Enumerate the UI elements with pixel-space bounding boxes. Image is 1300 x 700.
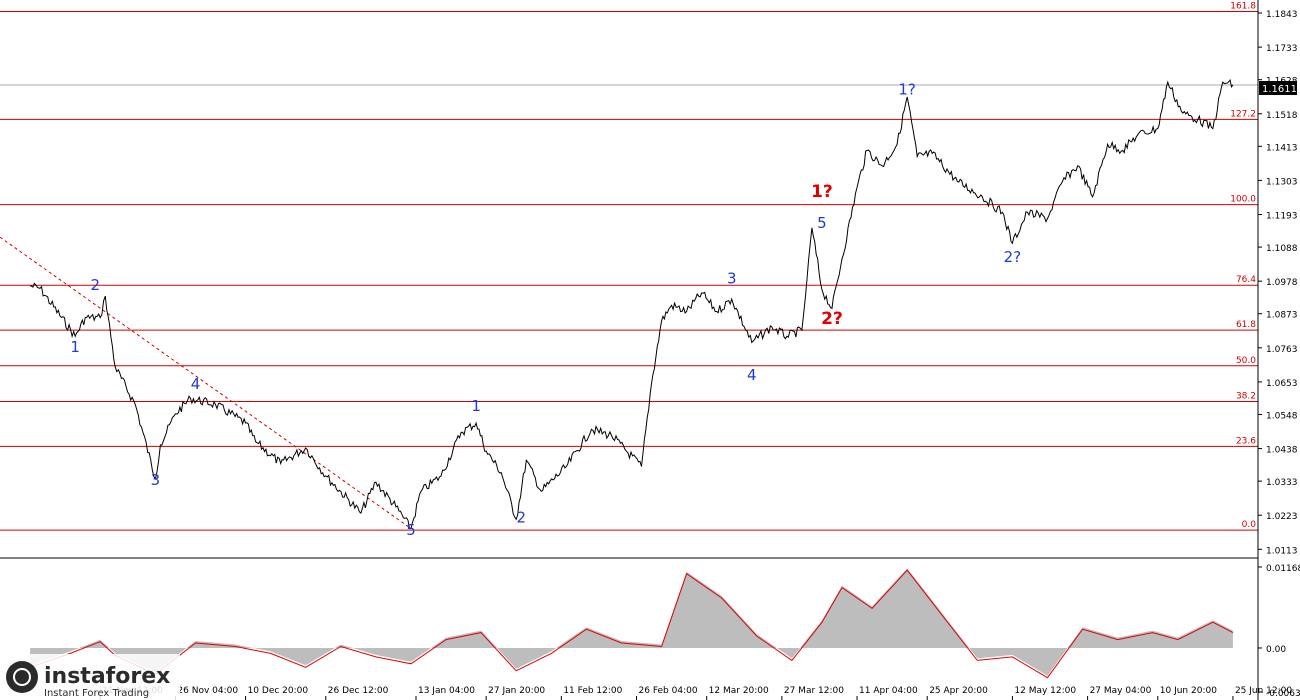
y-tick-label: 1.0978: [1266, 278, 1298, 288]
fib-label: 38.2: [1236, 391, 1256, 401]
y-tick-label: 1.1733: [1266, 44, 1298, 54]
current-price-badge: 1.1611: [1259, 81, 1297, 95]
svg-text:Instant Forex Trading: Instant Forex Trading: [44, 688, 149, 699]
wave-label: 1?: [811, 182, 833, 202]
current-price-text: 1.1611: [1262, 84, 1297, 95]
osc-y-tick-label: 0.00: [1266, 645, 1286, 655]
y-tick-label: 1.1088: [1266, 244, 1298, 254]
wave-label: 2: [90, 276, 100, 294]
x-tick-label: 27 Jan 20:00: [488, 686, 545, 696]
oscillator-panel: [29, 568, 1234, 679]
wave-label: 2?: [1004, 248, 1022, 266]
x-tick-label: 26 Dec 12:00: [328, 686, 389, 696]
y-tick-label: 1.0548: [1266, 411, 1298, 421]
wave-label: 5: [406, 521, 416, 539]
price-series: [29, 79, 1234, 530]
x-tick-label: 25 Jun 12:00: [1235, 686, 1292, 696]
wave-label: 1: [471, 397, 481, 415]
osc-y-tick-label: 0.01168: [1266, 564, 1300, 574]
wave-label: 1?: [898, 81, 916, 99]
wave-label: 2: [516, 508, 526, 526]
fib-label: 127.2: [1230, 109, 1256, 119]
y-tick-label: 1.0333: [1266, 478, 1298, 488]
watermark-logo: instaforex Instant Forex Trading: [0, 654, 180, 700]
x-tick-label: 25 Apr 20:00: [929, 686, 988, 696]
fib-label: 23.6: [1236, 436, 1256, 446]
wave-label: 3: [727, 270, 737, 288]
wave-label: 4: [747, 366, 757, 384]
x-tick-label: 10 Jun 20:00: [1160, 686, 1217, 696]
y-tick-label: 1.0653: [1266, 379, 1298, 389]
fib-label: 76.4: [1236, 275, 1256, 285]
x-tick-label: 11 Feb 12:00: [563, 686, 622, 696]
fib-label: 161.8: [1230, 1, 1256, 11]
y-tick-label: 1.1518: [1266, 111, 1298, 121]
x-tick-label: 27 Mar 12:00: [784, 686, 844, 696]
svg-text:instaforex: instaforex: [44, 664, 170, 689]
wave-label: 2?: [821, 309, 843, 329]
x-tick-label: 12 May 12:00: [1014, 686, 1076, 696]
fib-label: 100.0: [1230, 195, 1256, 205]
y-tick-label: 1.1843: [1266, 10, 1298, 20]
price-panel: 161.8 127.2 100.0 76.4 61.8 50.0 38.2 23.6 0.0 1 2…: [0, 1, 1258, 539]
y-tick-label: 1.0763: [1266, 345, 1298, 355]
y-tick-label: 1.1193: [1266, 212, 1298, 222]
x-tick-label: 26 Nov 04:00: [177, 686, 238, 696]
y-tick-label: 1.1413: [1266, 143, 1298, 153]
x-tick-label: 13 Jan 04:00: [418, 686, 475, 696]
oscillator-signal-line: [29, 569, 1234, 679]
osc-y-tick-label: -0.00635: [1266, 689, 1300, 699]
fib-label: 61.8: [1236, 320, 1256, 330]
oscillator-histogram: [30, 568, 1233, 676]
y-tick-label: 1.0223: [1266, 512, 1298, 522]
y-tick-label: 1.0438: [1266, 446, 1298, 456]
y-tick-label: 1.0873: [1266, 311, 1298, 321]
x-tick-label: 26 Feb 04:00: [639, 686, 698, 696]
x-tick-label: 12 Mar 20:00: [709, 686, 769, 696]
x-tick-label: 27 May 04:00: [1090, 686, 1152, 696]
wave-label: 4: [191, 375, 201, 393]
y-tick-label: 1.1303: [1266, 177, 1298, 187]
fib-label: 50.0: [1236, 356, 1256, 366]
wave-label: 1: [70, 338, 80, 356]
fib-label: 0.0: [1242, 520, 1257, 530]
x-tick-label: 11 Apr 04:00: [859, 686, 918, 696]
wave-label: 5: [817, 214, 827, 232]
x-tick-label: 10 Dec 20:00: [248, 686, 309, 696]
price-axis-line: [0, 0, 1259, 700]
wave-label: 3: [151, 471, 161, 489]
y-tick-label: 1.0113: [1266, 546, 1298, 556]
